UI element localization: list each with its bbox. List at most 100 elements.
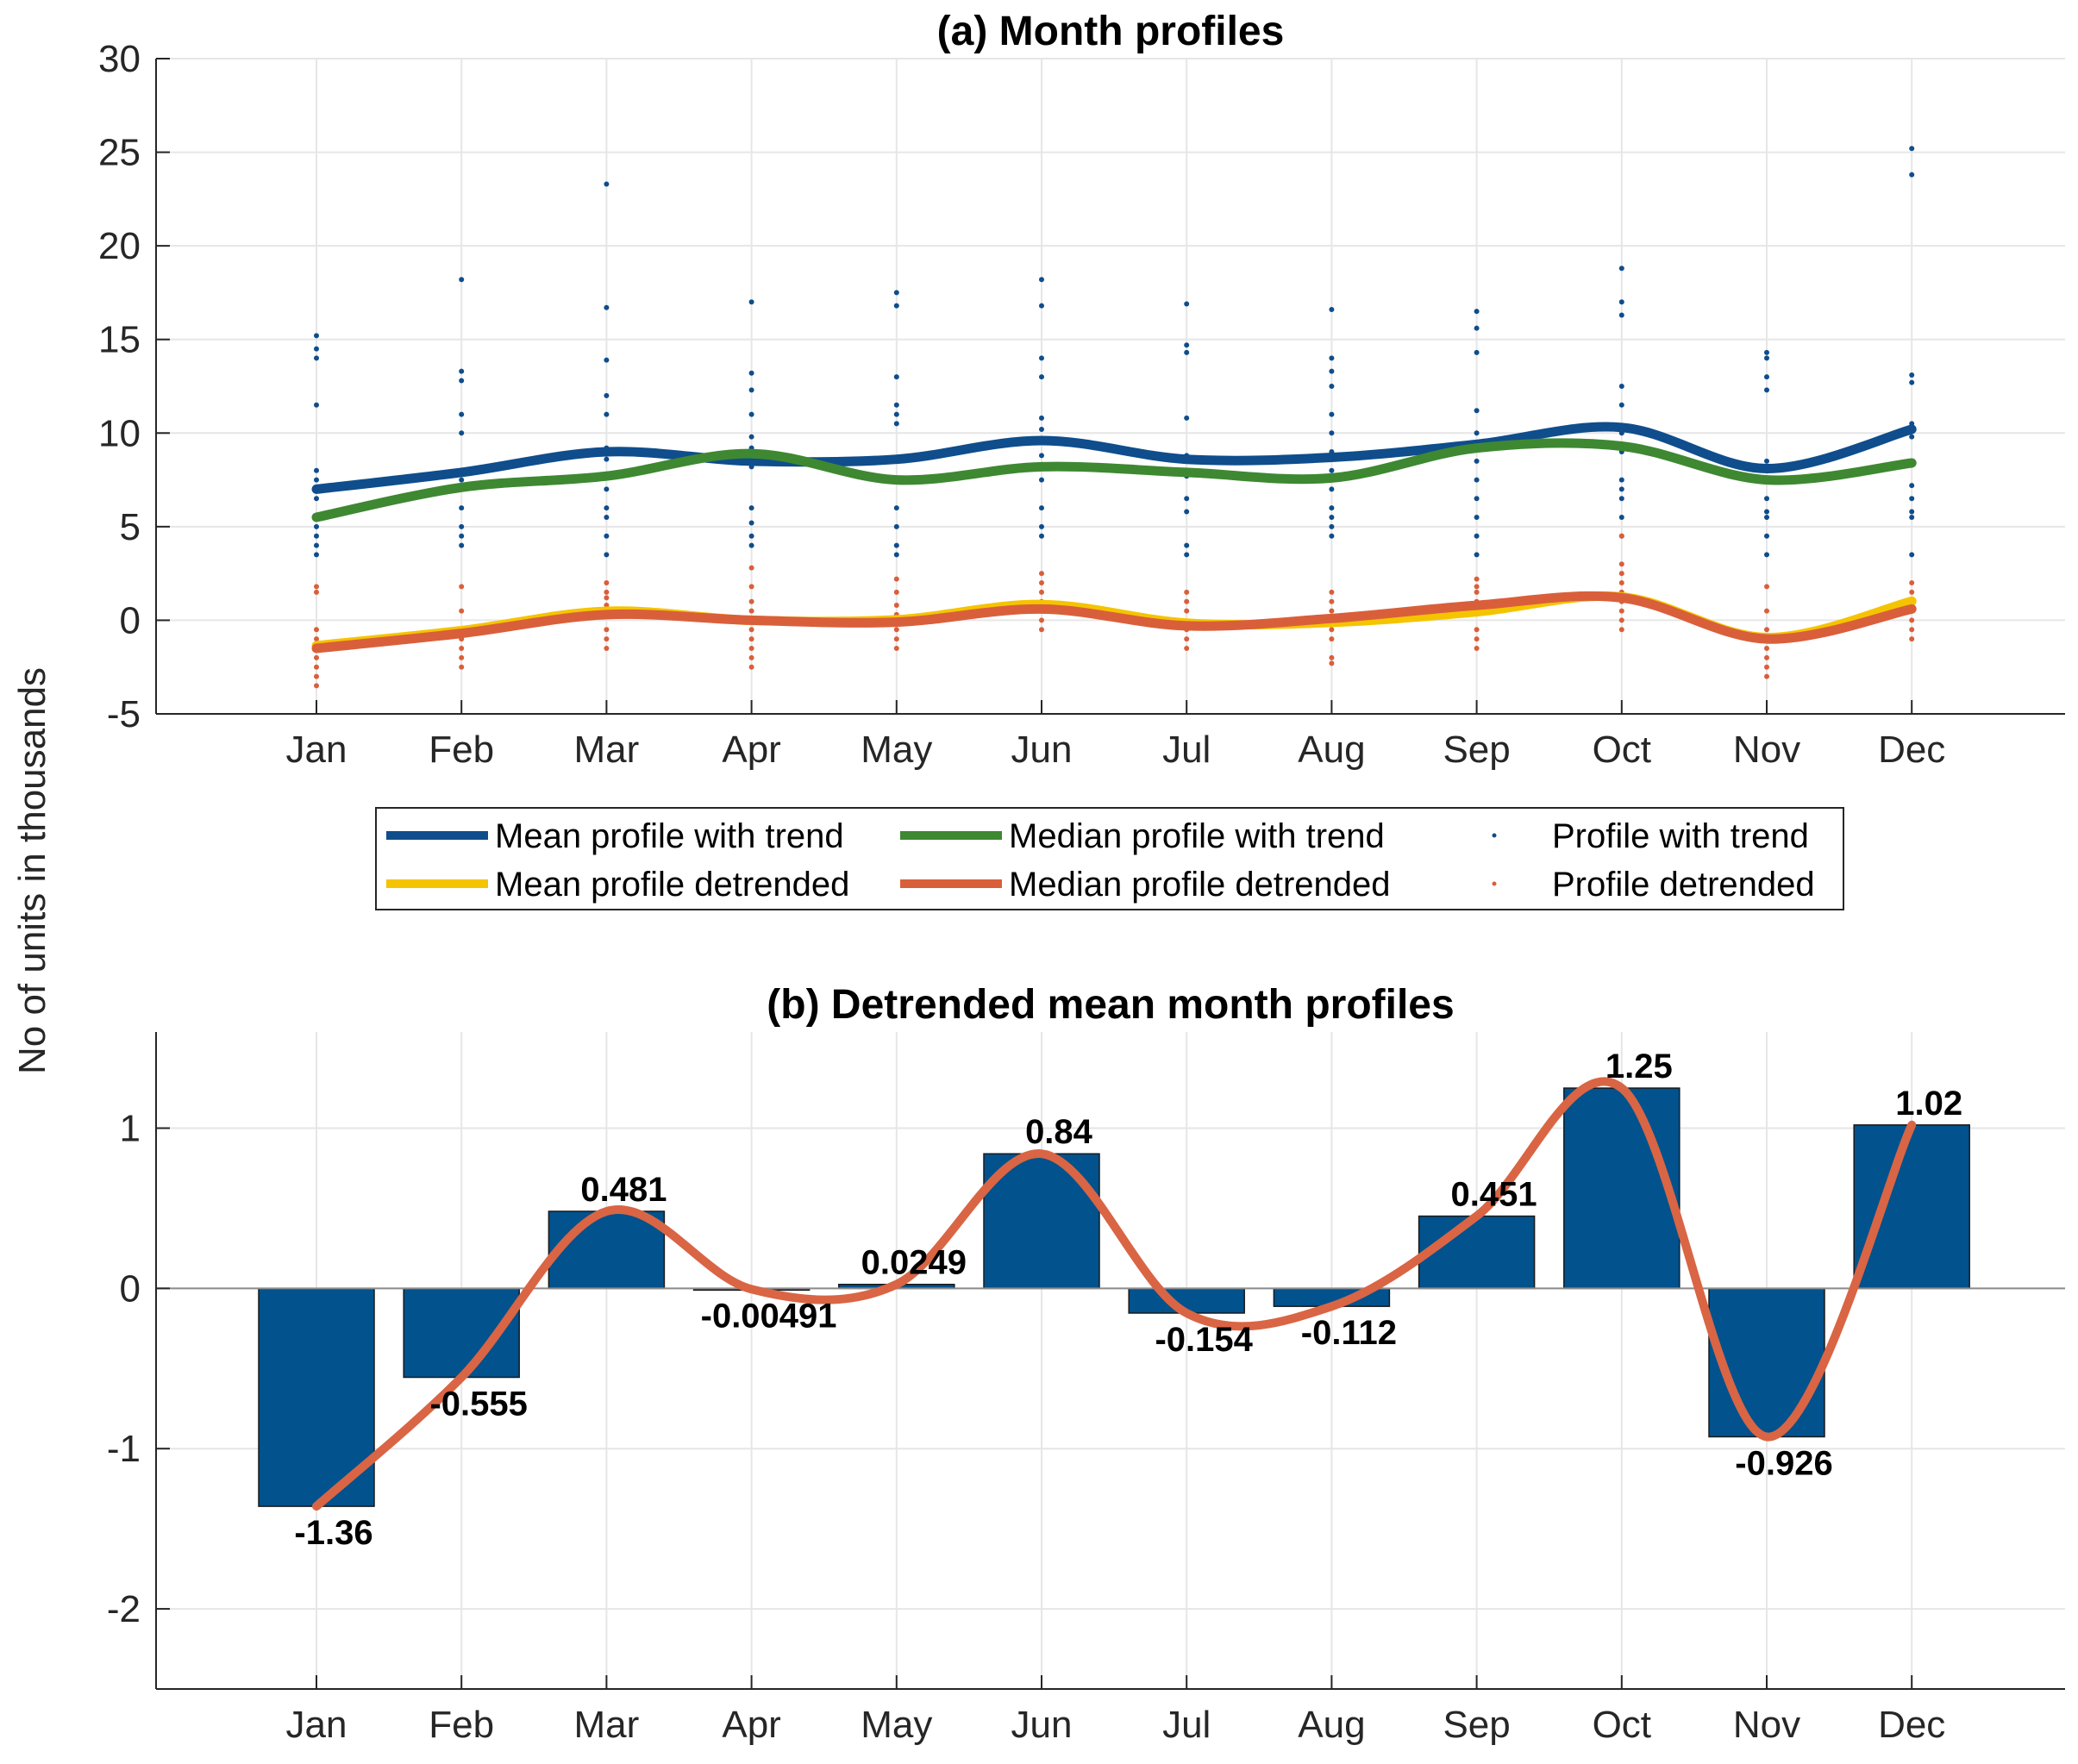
- panel-a-y-tick-label: 15: [98, 319, 141, 361]
- panel-a-x-tick-label: Jan: [286, 729, 347, 771]
- profile-with-trend-point: [748, 411, 754, 417]
- profile-detrended-point: [604, 589, 610, 595]
- data-label-may: 0.0249: [861, 1244, 967, 1282]
- data-label-mar: 0.481: [580, 1171, 667, 1209]
- data-label-aug: -0.112: [1301, 1314, 1397, 1352]
- profile-with-trend-point: [604, 486, 610, 492]
- profile-with-trend-point: [1909, 379, 1915, 385]
- legend-label-mean-with-trend: Mean profile with trend: [495, 817, 844, 855]
- profile-detrended-point: [1184, 636, 1190, 642]
- panel-b-x-tick-label: Mar: [574, 1704, 640, 1746]
- profile-detrended-point: [893, 646, 899, 651]
- profile-with-trend-point: [604, 411, 610, 417]
- profile-with-trend-point: [748, 370, 754, 376]
- profile-with-trend-point: [893, 552, 899, 558]
- profile-detrended-point: [1184, 608, 1190, 614]
- profile-with-trend-point: [1329, 430, 1335, 436]
- profile-detrended-point: [1909, 636, 1915, 642]
- profile-with-trend-point: [1039, 277, 1044, 283]
- mean-with-trend-line: [311, 422, 1917, 494]
- data-label-oct: 1.25: [1605, 1048, 1673, 1085]
- profile-with-trend-point: [1329, 355, 1335, 361]
- profile-detrended-point: [1329, 627, 1335, 633]
- profile-with-trend-point: [1039, 523, 1044, 529]
- profile-with-trend-point: [1764, 349, 1769, 355]
- panel-b-y-tick-label: 1: [120, 1108, 141, 1150]
- profile-with-trend-point: [459, 505, 465, 511]
- legend-swatch-profile-detrended: [1492, 881, 1497, 886]
- panel-b-x-tick-label: Apr: [722, 1704, 780, 1746]
- profile-with-trend-point: [459, 368, 465, 374]
- profile-detrended-point: [1039, 617, 1044, 623]
- data-label-sep: 0.451: [1451, 1176, 1537, 1214]
- bar-mar: [548, 1210, 666, 1290]
- profile-detrended-point: [1618, 561, 1624, 567]
- profile-detrended-point: [748, 598, 754, 604]
- profile-with-trend-point: [893, 542, 899, 548]
- profile-with-trend-point: [1184, 301, 1190, 307]
- panel-a-x-tick-label: Jul: [1162, 729, 1211, 771]
- profile-with-trend-point: [1618, 266, 1624, 272]
- panel-a-y-tick-label: 5: [120, 506, 141, 548]
- profile-with-trend-point: [314, 552, 319, 558]
- profile-detrended-point: [1764, 608, 1769, 614]
- panel-a-y-tick-label: 20: [98, 225, 141, 267]
- profile-detrended-point: [1184, 589, 1190, 595]
- profile-with-trend-point: [604, 181, 610, 187]
- profile-detrended-point: [1618, 608, 1624, 614]
- profile-detrended-point: [748, 584, 754, 590]
- profile-with-trend-point: [459, 477, 465, 483]
- legend-entry-mean-detrended: Mean profile detrended: [386, 866, 849, 904]
- profile-with-trend-point: [1474, 477, 1480, 483]
- profile-detrended-point: [459, 608, 465, 614]
- profile-detrended-point: [314, 584, 319, 590]
- profile-with-trend-point: [1039, 477, 1044, 483]
- profile-with-trend-point: [1329, 523, 1335, 529]
- profile-with-trend-point: [1039, 415, 1044, 421]
- panel-a-x-tick-label: Oct: [1593, 729, 1651, 771]
- legend-label-profile-with-trend: Profile with trend: [1552, 817, 1809, 855]
- panel-a-scatter: [314, 146, 1915, 689]
- y-axis-label: No of units in thousands: [11, 667, 53, 1074]
- profile-with-trend-point: [1618, 486, 1624, 492]
- legend-entry-median-with-trend: Median profile with trend: [900, 817, 1385, 855]
- profile-with-trend-point: [314, 333, 319, 339]
- profile-with-trend-point: [314, 523, 319, 529]
- profile-with-trend-point: [1909, 515, 1915, 520]
- profile-detrended-point: [893, 589, 899, 595]
- profile-detrended-point: [314, 673, 319, 679]
- profile-with-trend-point: [1909, 372, 1915, 378]
- profile-with-trend-point: [1329, 486, 1335, 492]
- data-label-jul: -0.154: [1155, 1321, 1253, 1359]
- profile-detrended-point: [604, 580, 610, 585]
- profile-with-trend-point: [1474, 349, 1480, 355]
- profile-with-trend-point: [1474, 325, 1480, 331]
- profile-detrended-point: [748, 608, 754, 614]
- profile-with-trend-point: [1618, 299, 1624, 305]
- panel-a-lines: [311, 422, 1917, 654]
- profile-with-trend-point: [1618, 496, 1624, 502]
- panel-b-title: (b) Detrended mean month profiles: [767, 982, 1454, 1028]
- profile-detrended-point: [893, 603, 899, 609]
- panel-b: -1.36 -0.555 0.481 -0.00491 0.0249 0.84 -0.154…: [107, 982, 2065, 1746]
- data-label-nov: -0.926: [1735, 1444, 1832, 1482]
- profile-with-trend-point: [1764, 515, 1769, 520]
- profile-with-trend-point: [1618, 402, 1624, 408]
- profile-detrended-point: [1909, 589, 1915, 595]
- panel-b-bars: [258, 1087, 1970, 1507]
- profile-with-trend-point: [1184, 349, 1190, 355]
- panel-a-x-tick-label: Jun: [1011, 729, 1073, 771]
- profile-with-trend-point: [604, 304, 610, 310]
- profile-detrended-point: [1329, 660, 1335, 666]
- profile-with-trend-point: [1039, 303, 1044, 309]
- panel-b-y-tick-label: -2: [107, 1588, 141, 1630]
- profile-detrended-point: [459, 664, 465, 670]
- profile-with-trend-point: [893, 374, 899, 380]
- profile-with-trend-point: [1618, 515, 1624, 520]
- profile-detrended-point: [1909, 580, 1915, 585]
- panel-b-y-ticks: 1 0 -1 -2: [107, 1108, 170, 1630]
- profile-detrended-point: [459, 646, 465, 651]
- profile-detrended-point: [1764, 673, 1769, 679]
- median-detrended-line: [311, 591, 1917, 654]
- profile-with-trend-point: [1474, 458, 1480, 464]
